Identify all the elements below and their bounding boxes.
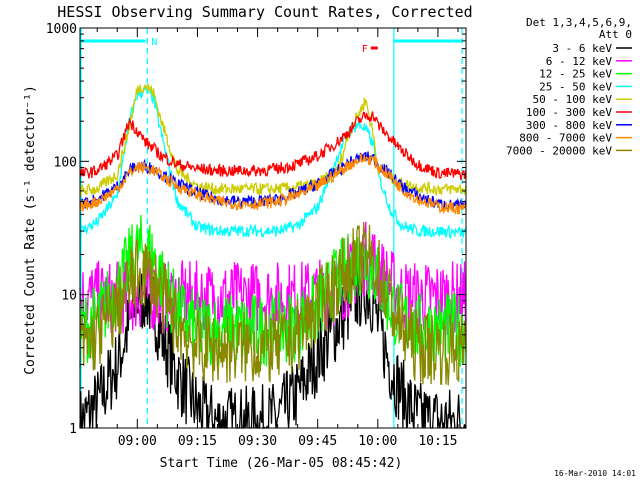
x-tick-label-4: 10:00 (358, 434, 397, 449)
legend-label-0: 3 - 6 keV (552, 42, 612, 55)
x-tick-label-2: 09:30 (238, 434, 277, 449)
legend-label-6: 300 - 800 keV (526, 119, 612, 132)
legend-label-8: 7000 - 20000 keV (506, 144, 612, 157)
series-line-5 (79, 111, 467, 181)
x-tick-label-5: 10:15 (418, 434, 457, 449)
night-flag-label: N (151, 37, 157, 48)
y-axis-label: Corrected Count Rate (s⁻¹ detector⁻¹) (23, 85, 38, 375)
legend-header-line-1: Det 1,3,4,5,6,9, (526, 16, 632, 29)
legend-label-2: 12 - 25 keV (539, 68, 612, 81)
series-line-4 (79, 83, 467, 197)
flare-flag-label: F (362, 44, 368, 55)
legend-header-line-2: Att 0 (599, 28, 632, 41)
x-axis-label: Start Time (26-Mar-05 08:45:42) (160, 456, 403, 471)
footer-timestamp: 16-Mar-2010 14:01 (554, 469, 636, 478)
plot-frame (79, 27, 467, 429)
x-tick-label-1: 09:15 (178, 434, 217, 449)
series-line-7 (79, 153, 467, 215)
series-line-0 (79, 256, 466, 430)
axis-layer: 1 10 100 1000 09:00 09:15 09:30 09:45 10:00 10:15 (46, 22, 467, 449)
series-layer (79, 83, 467, 430)
y-tick-label-1: 10 (61, 289, 77, 304)
legend-label-5: 100 - 300 keV (526, 106, 612, 119)
y-tick-label-0: 1 (69, 422, 77, 437)
chart-title: HESSI Observing Summary Count Rates, Cor… (57, 3, 472, 21)
legend-label-1: 6 - 12 keV (546, 55, 613, 68)
series-line-8 (79, 221, 467, 386)
x-tick-label-0: 09:00 (118, 434, 157, 449)
legend-label-4: 50 - 100 keV (533, 93, 613, 106)
x-tick-label-3: 09:45 (298, 434, 337, 449)
y-tick-label-3: 1000 (46, 22, 77, 37)
legend-label-3: 25 - 50 keV (539, 80, 612, 93)
legend-label-7: 800 - 7000 keV (519, 132, 612, 145)
y-tick-label-2: 100 (54, 155, 77, 170)
